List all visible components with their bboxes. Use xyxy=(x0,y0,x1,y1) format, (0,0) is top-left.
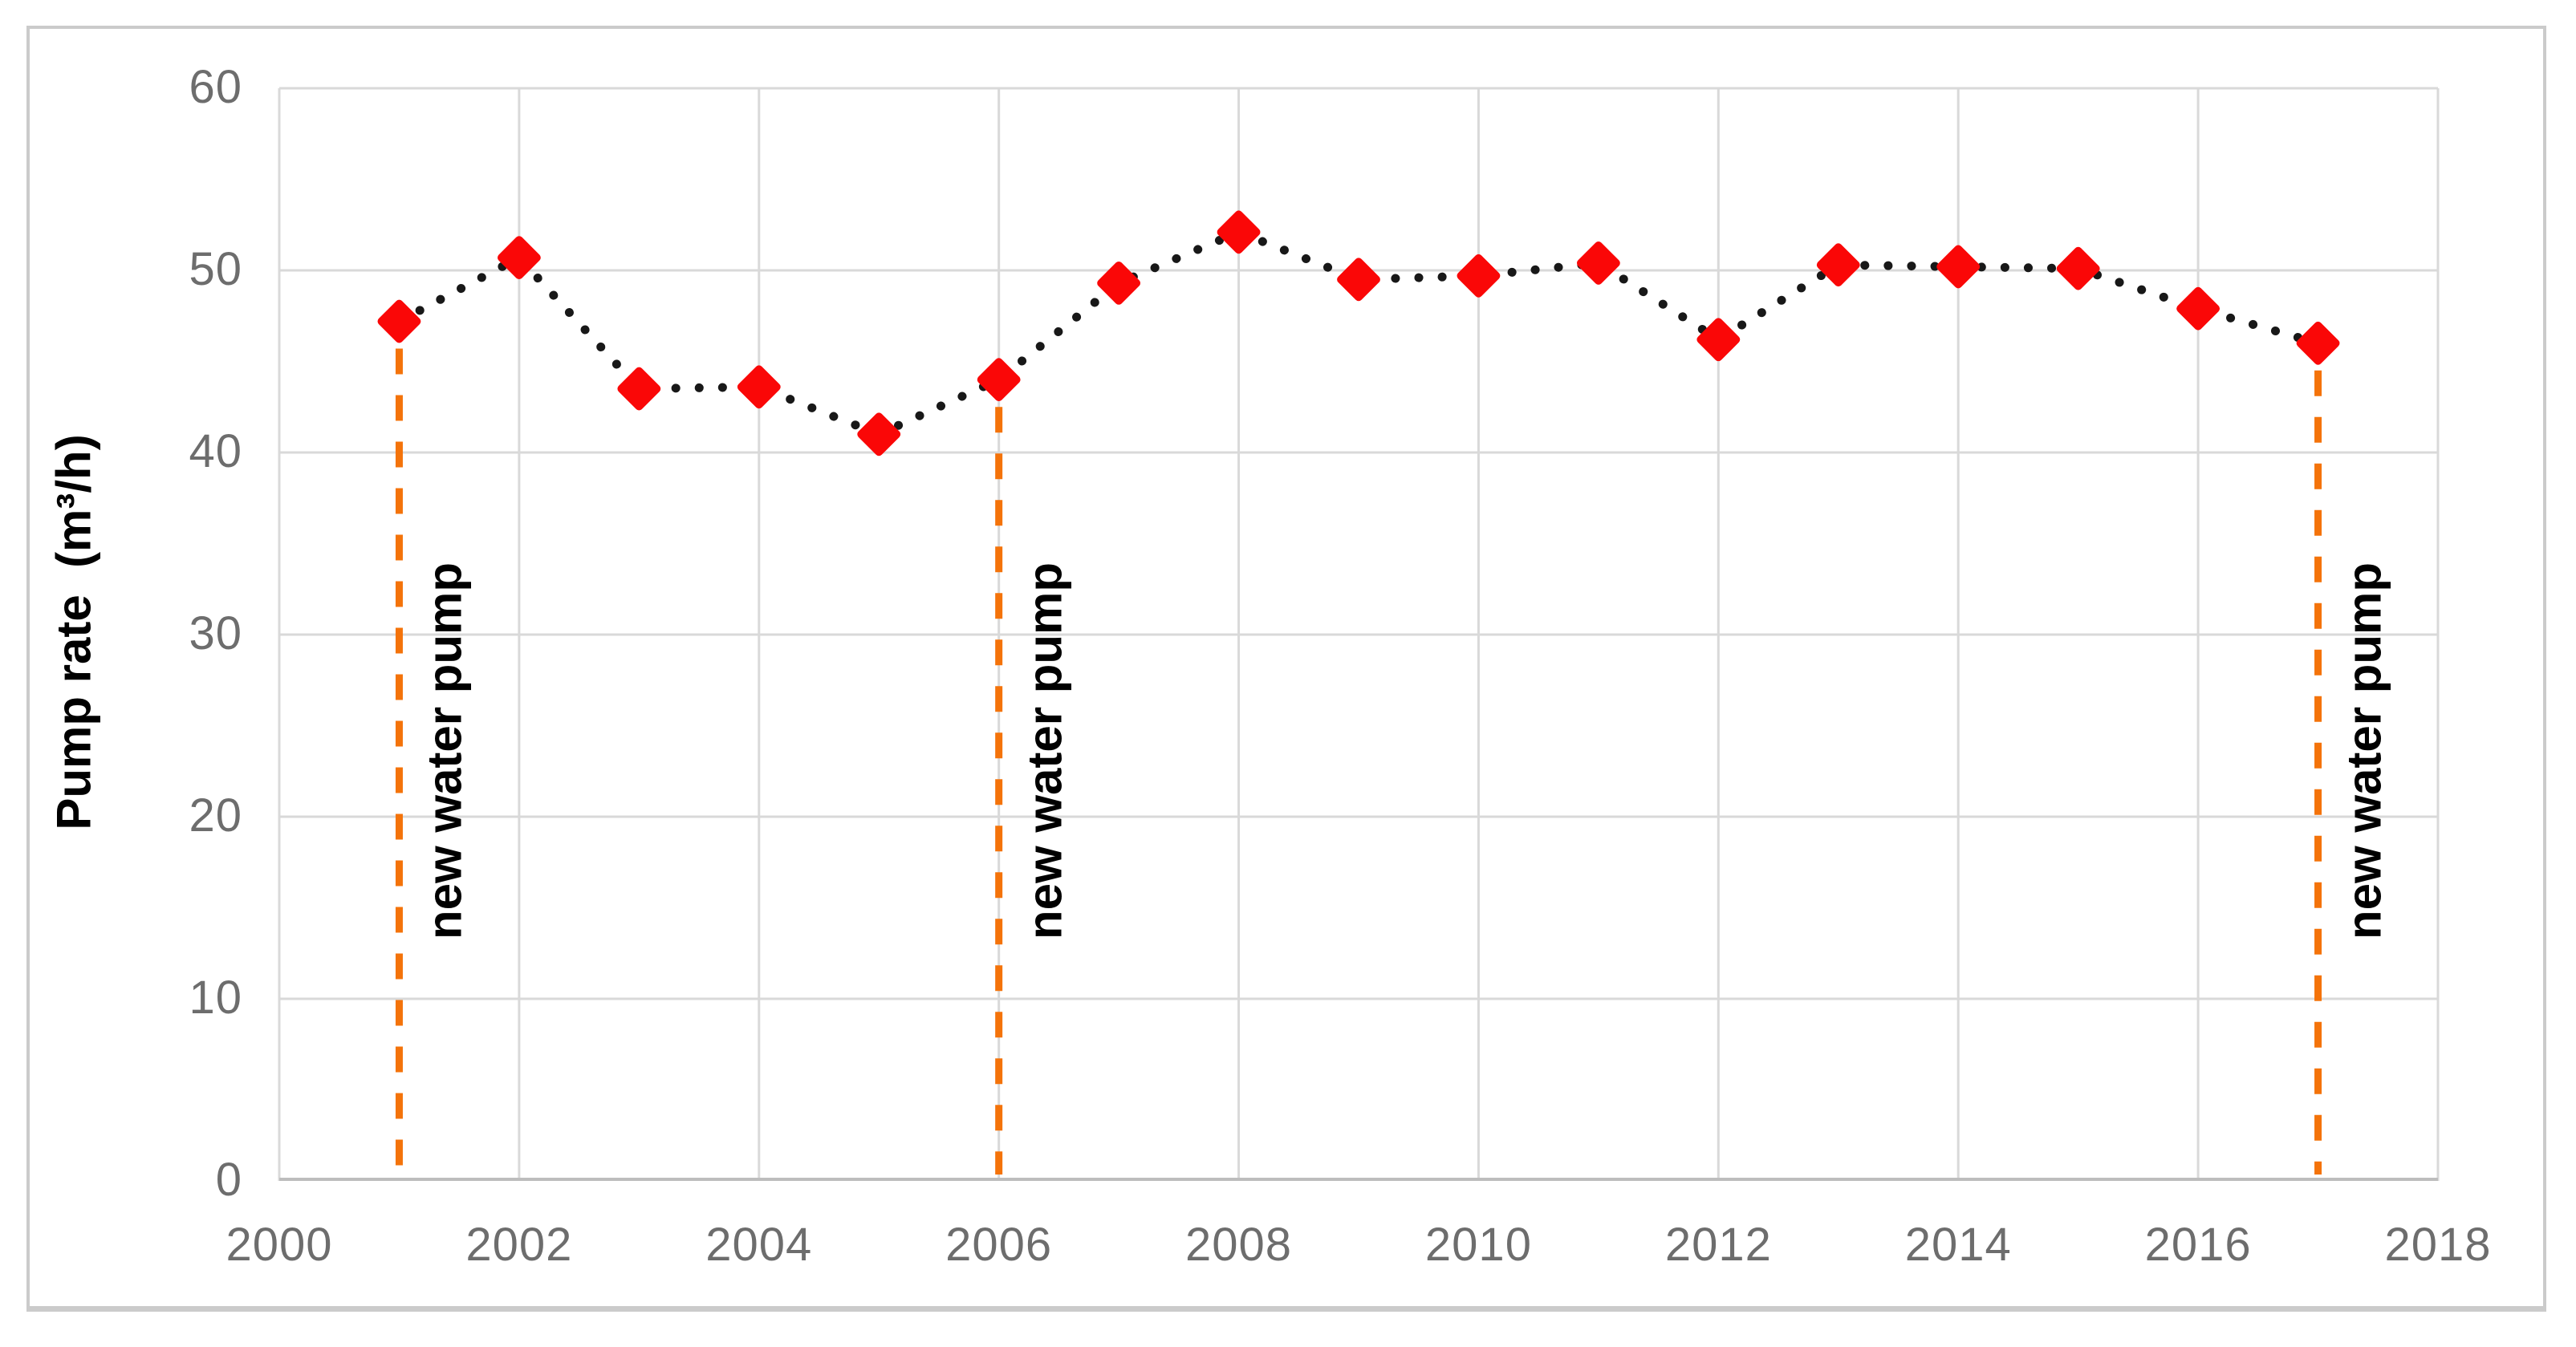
data-point-marker xyxy=(1816,243,1860,287)
x-tick-label: 2012 xyxy=(1664,1219,1772,1271)
annotation-label: new water pump xyxy=(2337,562,2391,940)
data-point-marker xyxy=(2296,321,2340,365)
data-point-marker xyxy=(1337,258,1380,302)
data-point-marker xyxy=(1097,261,1141,305)
data-point-marker xyxy=(2056,246,2100,290)
y-tick-label: 50 xyxy=(189,243,242,296)
x-tick-label: 2010 xyxy=(1424,1219,1532,1271)
data-point-marker xyxy=(1576,241,1620,285)
x-tick-label: 2008 xyxy=(1185,1219,1293,1271)
x-tick-label: 2018 xyxy=(2384,1219,2492,1271)
data-point-marker xyxy=(1936,245,1981,289)
y-tick-label: 10 xyxy=(189,972,242,1024)
x-tick-label: 2016 xyxy=(2144,1219,2252,1271)
data-point-marker xyxy=(1696,318,1741,362)
y-tick-label: 0 xyxy=(215,1154,242,1207)
x-tick-label: 2006 xyxy=(945,1219,1053,1271)
x-tick-label: 2004 xyxy=(705,1219,813,1271)
plot-area xyxy=(278,87,2440,1181)
data-point-marker xyxy=(737,365,781,409)
data-point-marker xyxy=(497,236,541,280)
data-point-marker xyxy=(377,299,421,343)
data-point-marker xyxy=(1217,210,1261,254)
y-tick-label: 30 xyxy=(189,607,242,660)
data-point-marker xyxy=(2176,286,2220,331)
x-tick-label: 2014 xyxy=(1904,1219,2012,1271)
annotation-label: new water pump xyxy=(1018,562,1072,940)
data-point-marker xyxy=(1457,254,1501,298)
y-tick-label: 40 xyxy=(189,425,242,478)
data-point-marker xyxy=(617,367,661,411)
chart-figure-frame xyxy=(26,26,2546,1312)
data-line-dotted xyxy=(394,227,2323,440)
annotation-label: new water pump xyxy=(417,562,472,940)
x-tick-label: 2000 xyxy=(226,1219,333,1271)
data-point-marker xyxy=(977,358,1021,402)
y-tick-label: 20 xyxy=(189,789,242,842)
y-tick-label: 60 xyxy=(189,61,242,114)
data-point-marker xyxy=(857,412,901,456)
x-tick-label: 2002 xyxy=(465,1219,573,1271)
